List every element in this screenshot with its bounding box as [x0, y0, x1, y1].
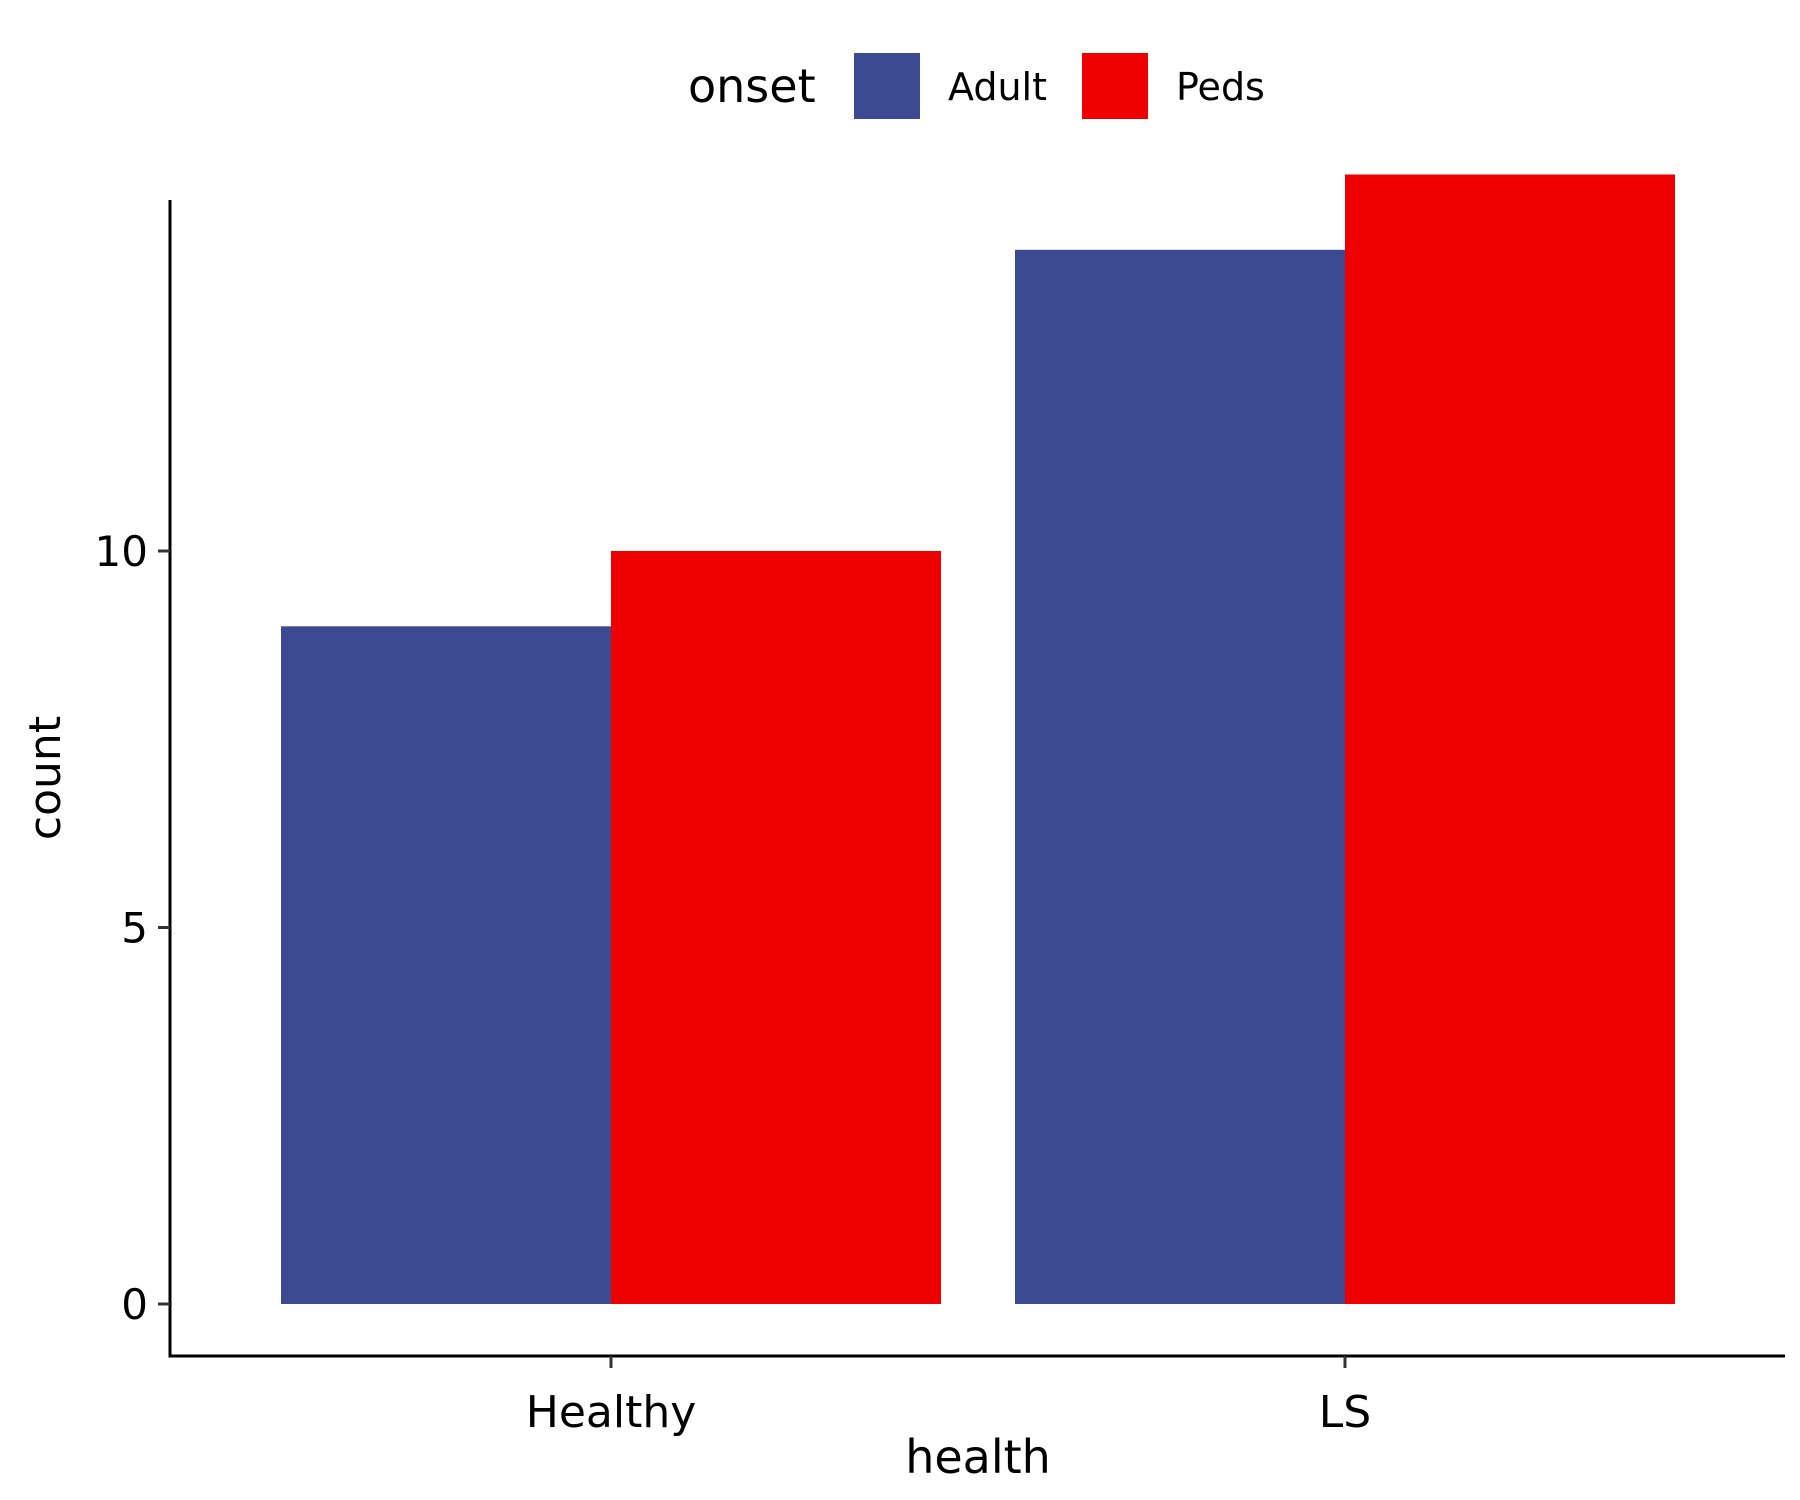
- bar-peds-healthy: [611, 551, 941, 1304]
- y-tick-label: 10: [95, 527, 148, 576]
- x-tick-label: Healthy: [526, 1387, 697, 1438]
- legend-key-adult: [854, 53, 920, 119]
- bar-adult-ls: [1015, 249, 1345, 1304]
- legend-title: onset: [688, 59, 816, 113]
- y-tick-label: 5: [121, 904, 148, 953]
- legend-label-peds: Peds: [1176, 65, 1265, 109]
- bars: [281, 174, 1675, 1304]
- bar-adult-healthy: [281, 626, 611, 1304]
- x-tick-label: LS: [1319, 1387, 1371, 1438]
- y-axis-title: count: [20, 716, 71, 840]
- legend-label-adult: Adult: [948, 65, 1047, 109]
- bar-peds-ls: [1345, 174, 1675, 1304]
- y-tick-label: 0: [121, 1280, 148, 1329]
- legend-key-peds: [1082, 53, 1148, 119]
- x-axis-title: health: [905, 1430, 1051, 1484]
- x-axis: Healthy LS: [168, 1354, 1785, 1438]
- y-axis: 0 5 10: [95, 200, 172, 1358]
- legend: onset Adult Peds: [688, 53, 1265, 119]
